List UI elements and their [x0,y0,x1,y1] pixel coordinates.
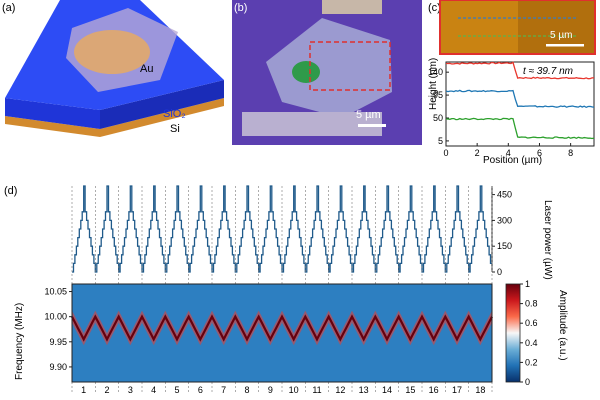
cycle-tick-label: 4 [151,385,156,395]
sio2-side [100,80,224,129]
stripe-top [322,0,382,14]
roi-box [309,41,391,91]
au-label: Au [140,63,153,75]
scalebar-b-label: 5 µm [356,109,381,121]
sio2-front [5,98,100,129]
si-layer [5,98,224,137]
laser-power-axis-label: Laser power (µW) [542,200,553,280]
scalebar-c [546,44,584,47]
x-tick-label: 8 [568,148,573,158]
cycle-tick-label: 13 [359,385,369,395]
frequency-axis-label: Frequency (MHz) [14,303,25,380]
height-profile-plot: 5 50 95 140 0 2 4 6 8 [428,61,595,158]
y-tick-label: 140 [428,67,443,77]
x-tick-label: 0 [443,148,448,158]
freq-y-tick-label: 9.90 [49,362,67,372]
cycle-tick-label: 1 [81,385,86,395]
cycle-tick-label: 8 [244,385,249,395]
cycle-tick-label: 17 [452,385,462,395]
cycle-tick-label: 6 [198,385,203,395]
freq-y-tick-label: 10.00 [44,312,67,322]
panel-d-label: (d) [4,185,17,197]
colorbar-tick-label: 0.4 [525,338,538,348]
disk-b [292,61,320,83]
x-tick-label: 4 [506,148,511,158]
colorbar-tick-label: 0.6 [525,318,538,328]
cycle-tick-label: 12 [335,385,345,395]
height-axis-label: Height (nm) [428,58,439,110]
colorbar-tick-label: 0.2 [525,357,538,367]
profile-series-line [446,61,595,80]
laser-power-plot: 0 150 300 450 [71,185,512,392]
cycle-tick-label: 3 [128,385,133,395]
y-tick-label: 5 [438,136,443,146]
cycle-tick-label: 9 [268,385,273,395]
power-y-tick-label: 0 [497,267,502,277]
panel-c: (c) 5 µm 5 50 95 140 0 2 4 6 8 Height (nm) Posit… [428,0,596,166]
y-tick-label: 50 [433,113,443,123]
colorbar: 0 0.2 0.4 0.6 0.8 1 [505,279,538,387]
cycle-tick-label: 18 [475,385,485,395]
cycle-tick-label: 11 [312,385,321,395]
profile-series-line [446,117,595,140]
freq-y-tick-label: 10.05 [44,287,67,297]
resonance-peak-line [71,314,493,342]
cycle-tick-label: 15 [405,385,415,395]
sio2-label: SiO₂ [163,108,186,120]
freq-y-tick-label: 9.95 [49,337,67,347]
power-y-tick-label: 450 [497,190,512,200]
colorbar-label: Amplitude (a.u.) [557,290,568,361]
colorbar-tick-label: 0 [525,377,530,387]
flake-b [266,18,392,118]
power-y-tick-label: 300 [497,215,512,225]
cycle-tick-label: 10 [289,385,299,395]
panel-a-label: (a) [2,2,15,14]
panel-b-label: (b) [234,2,247,14]
si-label: Si [170,123,180,135]
y-tick-label: 95 [433,90,443,100]
profile-frame [445,61,595,147]
power-y-tick-label: 150 [497,241,512,251]
heatmap-frame [71,283,493,383]
x-tick-label: 2 [475,148,480,158]
heatmap-background [72,284,492,382]
panel-b: (b) 5 µm [232,0,422,145]
scalebar-b [358,124,386,127]
colorbar-tick-label: 0.8 [525,299,538,309]
cycle-tick-label: 14 [382,385,392,395]
gold-disk [74,30,150,74]
colorbar-tick-label: 1 [525,279,530,289]
cycle-tick-label: 16 [429,385,439,395]
panel-c-label: (c) [428,2,441,14]
x-tick-label: 6 [537,148,542,158]
profile-series-line [445,89,595,109]
thickness-annotation: t ≈ 39.7 nm [523,66,573,77]
scalebar-c-label: 5 µm [550,30,572,41]
resonance-band [72,310,492,346]
position-axis-label: Position (µm) [483,155,542,166]
colorbar-bar [505,283,521,383]
cycle-tick-label: 7 [221,385,226,395]
cycle-tick-label: 5 [174,385,179,395]
panel-a: (a) Au SiO₂ Si [2,0,224,137]
cycle-tick-label: 2 [104,385,109,395]
